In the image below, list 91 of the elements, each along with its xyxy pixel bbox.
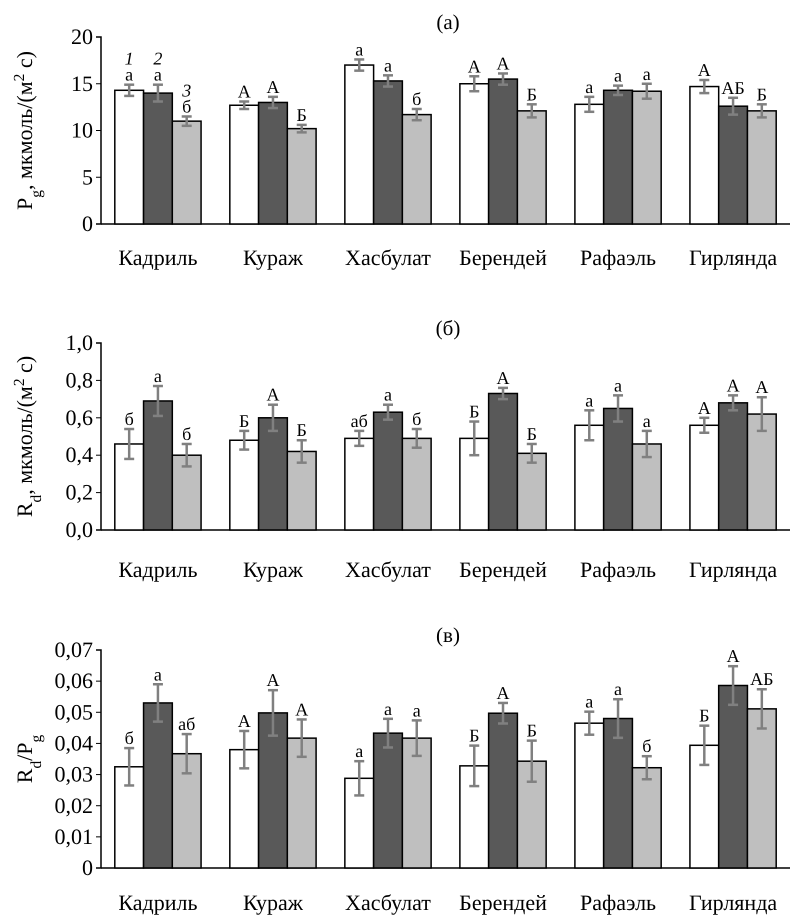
data-label: а xyxy=(355,741,364,762)
y-tick-label: 0,07 xyxy=(54,637,93,662)
data-label: А xyxy=(295,699,308,720)
data-label: А xyxy=(698,60,711,80)
y-tick-label: 0,06 xyxy=(54,668,93,694)
x-tick-label: Кадриль xyxy=(118,890,198,915)
data-label: А xyxy=(496,682,510,703)
data-label: а xyxy=(384,55,392,76)
data-label: А xyxy=(238,710,251,731)
y-tick-label: 10 xyxy=(71,118,93,143)
y-tick-label: 0,4 xyxy=(66,442,93,468)
data-label: а xyxy=(412,700,421,720)
data-label: б xyxy=(124,409,134,430)
y-tick-label: 0,8 xyxy=(66,367,93,392)
data-label: а xyxy=(384,384,392,405)
x-tick-label: Хасбулат xyxy=(345,557,432,582)
x-tick-label: Гирлянда xyxy=(688,245,778,270)
data-label: А xyxy=(238,82,251,102)
x-tick-label: Рафаэль xyxy=(580,245,656,270)
data-label: Б xyxy=(239,410,250,431)
data-label: А xyxy=(496,368,510,388)
y-tick-label: 5 xyxy=(82,164,93,190)
data-label: Б xyxy=(296,420,307,440)
y-tick-label: 0,02 xyxy=(54,792,93,818)
x-tick-label: Кадриль xyxy=(118,557,198,582)
data-label: аб xyxy=(350,410,368,431)
data-label: а xyxy=(355,39,364,60)
data-label: а xyxy=(614,66,622,86)
x-tick-label: Кураж xyxy=(242,890,304,915)
x-tick-label: Хасбулат xyxy=(345,890,432,915)
data-label: а xyxy=(642,64,651,84)
y-tick-label: 0,05 xyxy=(54,699,93,724)
y-tick-label: 0,2 xyxy=(66,480,93,505)
data-label: а xyxy=(585,76,594,97)
data-label: а xyxy=(614,375,622,396)
data-label: б xyxy=(124,728,134,748)
data-label: АБ xyxy=(721,78,745,98)
data-label: Б xyxy=(699,706,710,726)
data-label: а xyxy=(614,679,622,700)
data-label: аб xyxy=(178,714,196,734)
y-tick-label: 0 xyxy=(82,855,93,880)
x-tick-label: Гирлянда xyxy=(688,557,778,582)
data-label: А xyxy=(726,375,740,396)
data-label: а xyxy=(642,410,651,431)
y-tick-label: 0,6 xyxy=(66,404,93,430)
x-tick-label: Берендей xyxy=(459,245,548,270)
data-label: АБ xyxy=(750,669,774,690)
chart-title: (б) xyxy=(436,316,460,340)
data-label: А xyxy=(468,56,481,76)
x-tick-label: Хасбулат xyxy=(345,245,432,270)
data-label: А xyxy=(726,646,740,666)
x-tick-label: Кадриль xyxy=(118,245,198,270)
y-tick-label: 1,0 xyxy=(66,330,93,356)
data-label: А xyxy=(496,53,510,74)
chart-title: (в) xyxy=(436,623,460,647)
x-tick-label: Кураж xyxy=(242,557,304,582)
data-label: а xyxy=(154,664,162,684)
x-tick-label: Берендей xyxy=(459,890,548,915)
data-label: Б xyxy=(526,720,537,741)
chart-title: (а) xyxy=(436,10,460,34)
data-label: А xyxy=(755,377,768,398)
data-label: б xyxy=(412,88,422,109)
x-tick-label: Берендей xyxy=(459,557,548,582)
data-label: Б xyxy=(469,726,480,746)
data-label: А xyxy=(266,384,280,405)
x-tick-label: Гирлянда xyxy=(688,890,778,915)
y-tick-label: 0 xyxy=(82,211,93,236)
y-tick-label: 15 xyxy=(71,70,93,96)
y-tick-label: 0,01 xyxy=(54,824,93,849)
x-tick-label: Рафаэль xyxy=(580,890,656,915)
data-label: Б xyxy=(526,424,537,444)
data-label: а xyxy=(154,366,162,386)
data-label: А xyxy=(698,398,711,418)
y-tick-label: 20 xyxy=(71,24,93,50)
data-label: а xyxy=(585,692,594,712)
y-tick-label: 0,04 xyxy=(54,730,93,756)
data-label: Б xyxy=(296,104,307,125)
y-tick-label: 0,03 xyxy=(54,762,93,787)
data-label: б xyxy=(182,424,192,444)
data-label: б xyxy=(642,736,652,756)
data-label: а xyxy=(384,698,392,719)
x-tick-label: Кураж xyxy=(242,245,304,270)
data-label: Б xyxy=(526,84,537,104)
y-tick-label: 0,0 xyxy=(66,517,93,542)
x-tick-label: Рафаэль xyxy=(580,557,656,582)
data-label: Б xyxy=(469,402,480,422)
data-label: а xyxy=(585,390,594,410)
data-label: Б xyxy=(756,84,767,104)
data-label: А xyxy=(266,670,280,690)
data-label: б xyxy=(412,409,422,430)
data-label: А xyxy=(266,76,280,97)
